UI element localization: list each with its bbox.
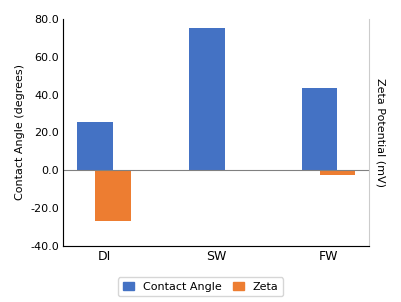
Y-axis label: Contact Angle (degrees): Contact Angle (degrees) xyxy=(15,64,25,200)
Bar xyxy=(302,88,338,170)
Bar xyxy=(77,122,113,170)
Bar xyxy=(95,170,131,221)
Y-axis label: Zeta Potential (mV): Zeta Potential (mV) xyxy=(376,78,386,187)
Bar xyxy=(190,28,225,170)
Bar xyxy=(320,170,355,175)
Legend: Contact Angle, Zeta: Contact Angle, Zeta xyxy=(118,278,283,297)
